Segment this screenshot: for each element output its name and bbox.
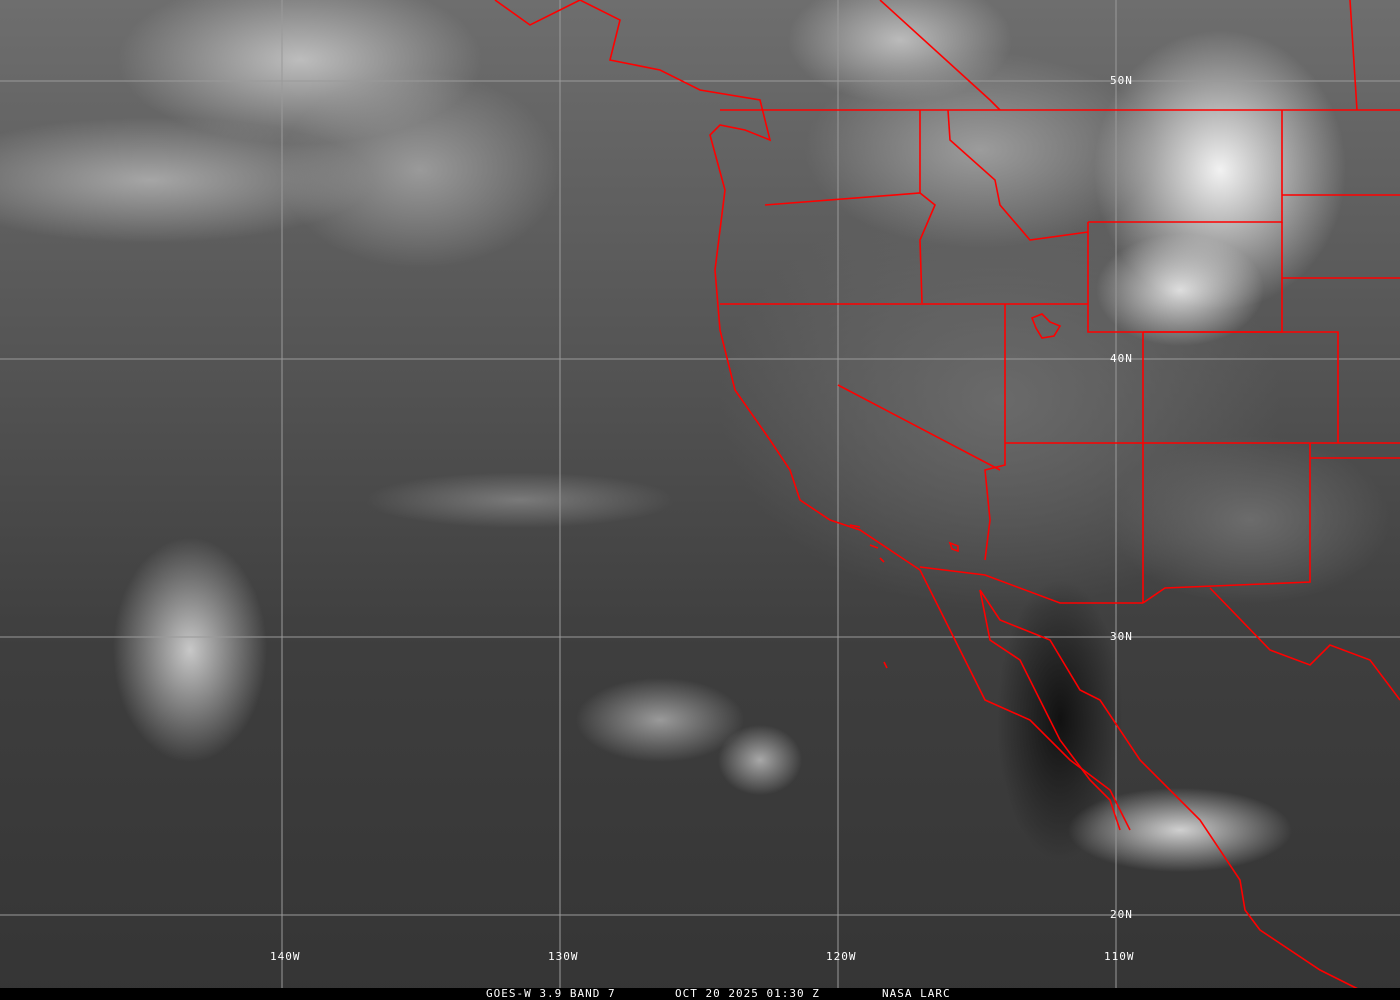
wa-or-border bbox=[764, 192, 936, 304]
great-salt-lake bbox=[1030, 313, 1062, 339]
lat-label-20n: 20N bbox=[1110, 908, 1133, 921]
guadalupe-island bbox=[883, 661, 888, 669]
lat-label-40n: 40N bbox=[1110, 352, 1133, 365]
lon-label-110w: 110W bbox=[1104, 950, 1135, 963]
satellite-band-label: GOES-W 3.9 BAND 7 bbox=[486, 987, 616, 1000]
coastline-baja-east bbox=[979, 589, 1121, 831]
id-mt-border bbox=[947, 109, 1089, 241]
id-ut-border bbox=[1087, 222, 1283, 333]
channel-islands bbox=[849, 524, 885, 563]
datetime-label: OCT 20 2025 01:30 Z bbox=[675, 987, 820, 1000]
ut-co-border bbox=[1143, 331, 1339, 443]
mexico-state-border bbox=[1209, 587, 1400, 701]
us-mexico-border bbox=[919, 566, 1143, 604]
canada-province-border bbox=[879, 0, 1001, 111]
coastline-pacific bbox=[494, 0, 1131, 831]
coastline-gulf-mexico-mainland bbox=[979, 589, 1361, 991]
salton-sea bbox=[948, 541, 959, 553]
lat-label-50n: 50N bbox=[1110, 74, 1133, 87]
lon-label-120w: 120W bbox=[826, 950, 857, 963]
lon-label-130w: 130W bbox=[548, 950, 579, 963]
source-label: NASA LARC bbox=[882, 987, 951, 1000]
ca-nv-diagonal bbox=[837, 384, 1001, 471]
ca-nv-border bbox=[984, 304, 1006, 561]
lon-label-140w: 140W bbox=[270, 950, 301, 963]
lat-label-30n: 30N bbox=[1110, 630, 1133, 643]
caption-bar: GOES-W 3.9 BAND 7 OCT 20 2025 01:30 Z NA… bbox=[0, 987, 1400, 1000]
nm-border bbox=[1142, 443, 1311, 604]
political-borders bbox=[494, 0, 1400, 991]
mt-wy-border bbox=[1088, 110, 1283, 223]
canada-province-border-2 bbox=[1349, 0, 1358, 111]
